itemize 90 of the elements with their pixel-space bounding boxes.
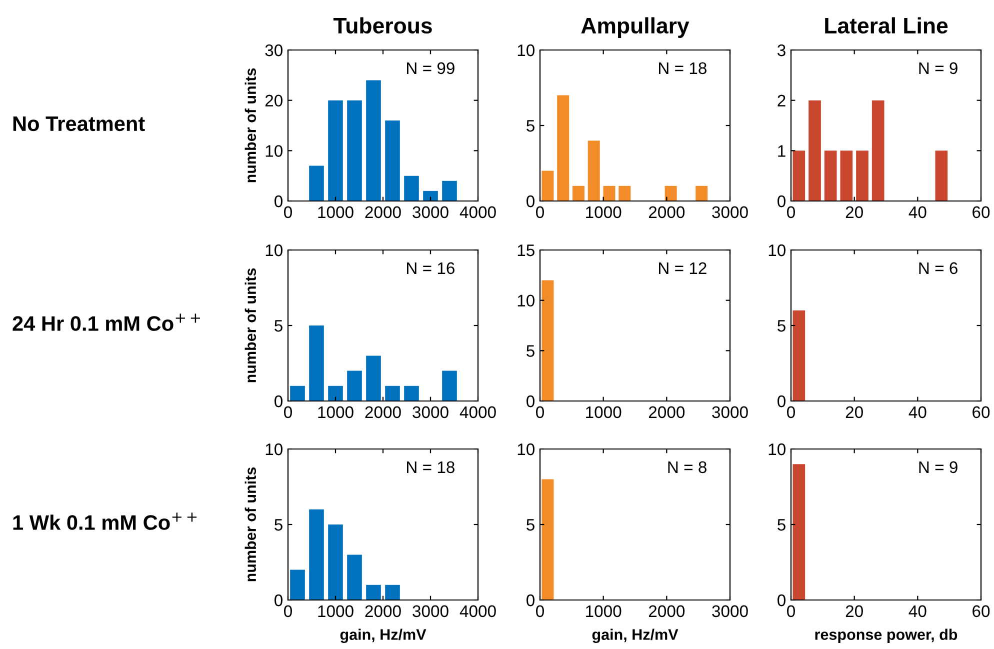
annotation: N = 99: [407, 62, 454, 74]
x-tick-label: 3000: [412, 605, 448, 618]
x-tick-label: 0: [536, 605, 544, 618]
x-tick-label: 0: [787, 406, 795, 418]
x-tick-label: 2000: [365, 605, 401, 618]
x-tick-label: 2000: [648, 206, 685, 218]
x-tick-label: 2000: [365, 206, 401, 218]
y-tick-label: 1: [778, 145, 786, 157]
x-axis-title: gain, Hz/mV: [592, 628, 678, 644]
x-tick-label: 3000: [712, 406, 748, 418]
chart-title: Lateral Line: [825, 17, 948, 34]
y-tick-label: 3: [778, 44, 786, 56]
x-tick-label: 1000: [586, 206, 622, 218]
y-tick-label: 0: [526, 395, 534, 408]
y-tick-label: 10: [518, 443, 534, 456]
y-tick-label: 5: [778, 519, 786, 531]
x-tick-label: 1000: [318, 605, 354, 618]
y-tick-label: 0: [526, 195, 534, 208]
annotation: N = 9: [919, 461, 958, 474]
y-tick-label: 10: [768, 244, 786, 256]
annotation: N = 18: [659, 62, 706, 74]
y-axis-title: number of units: [244, 467, 256, 582]
y-tick-label: 15: [518, 244, 534, 256]
x-tick-label: 3000: [412, 406, 448, 418]
y-tick-label: 0: [274, 195, 282, 208]
y-tick-label: 10: [266, 244, 282, 256]
y-tick-label: 5: [526, 345, 534, 357]
x-tick-label: 40: [908, 406, 926, 418]
text: 1 Wk 0.1 mM Co$^{++}$: [13, 512, 197, 530]
y-tick-label: 5: [526, 519, 534, 531]
x-tick-label: 40: [908, 605, 926, 618]
y-tick-label: 5: [274, 519, 282, 531]
x-tick-label: 40: [908, 206, 926, 218]
x-tick-label: 4000: [460, 406, 496, 418]
x-axis-title: gain, Hz/mV: [340, 628, 426, 644]
annotation: N = 16: [407, 262, 454, 274]
x-tick-label: 3000: [412, 206, 448, 218]
y-tick-label: 0: [778, 395, 786, 408]
x-axis-title: response power, db: [815, 628, 958, 643]
annotation: N = 12: [659, 262, 706, 274]
x-tick-label: 2000: [365, 406, 401, 418]
text: 24 Hr 0.1 mM Co$^{++}$: [12, 314, 200, 331]
x-tick-label: 1000: [586, 605, 622, 618]
y-tick-label: 0: [778, 195, 786, 208]
y-tick-label: 2: [778, 94, 786, 106]
x-tick-label: 0: [787, 206, 795, 218]
x-tick-label: 0: [536, 206, 544, 218]
x-tick-label: 1000: [586, 406, 622, 418]
annotation: N = 9: [919, 62, 958, 74]
x-tick-label: 0: [536, 406, 544, 418]
y-axis-title: number of units: [244, 68, 256, 182]
x-tick-label: 1000: [318, 206, 354, 218]
annotation: N = 18: [407, 461, 454, 474]
y-tick-label: 10: [768, 443, 786, 456]
x-tick-label: 0: [284, 605, 292, 618]
x-tick-label: 20: [846, 406, 863, 418]
x-tick-label: 20: [846, 206, 863, 218]
chart-title: Ampullary: [581, 17, 690, 38]
y-tick-label: 10: [518, 44, 534, 56]
y-axis-title: number of units: [244, 268, 256, 382]
y-tick-label: 20: [265, 94, 282, 107]
x-tick-label: 60: [972, 206, 990, 218]
annotation: N = 8: [668, 461, 706, 474]
x-tick-label: 1000: [318, 406, 354, 418]
x-tick-label: 60: [972, 605, 990, 618]
x-tick-label: 4000: [460, 206, 496, 218]
annotation: N = 6: [919, 262, 958, 274]
y-tick-label: 0: [526, 594, 534, 606]
x-tick-label: 3000: [712, 605, 748, 618]
y-tick-label: 5: [778, 320, 786, 332]
chart-title: Tuberous: [333, 17, 432, 34]
x-tick-label: 4000: [460, 605, 496, 618]
x-tick-label: 0: [284, 206, 292, 218]
y-tick-label: 5: [274, 320, 282, 332]
x-tick-label: 20: [846, 605, 863, 618]
x-tick-label: 60: [972, 406, 990, 418]
y-tick-label: 10: [518, 294, 534, 307]
y-tick-label: 10: [266, 145, 282, 157]
y-tick-label: 0: [778, 594, 786, 606]
x-tick-label: 0: [284, 406, 292, 418]
y-tick-label: 0: [274, 594, 282, 606]
x-tick-label: 2000: [648, 605, 685, 618]
y-tick-label: 5: [526, 120, 534, 132]
y-tick-label: 0: [274, 395, 282, 408]
text: No Treatment: [13, 116, 145, 132]
y-tick-label: 10: [266, 443, 282, 456]
y-tick-label: 30: [265, 44, 282, 56]
x-tick-label: 2000: [648, 406, 685, 418]
x-tick-label: 3000: [712, 206, 748, 218]
x-tick-label: 0: [787, 605, 795, 618]
